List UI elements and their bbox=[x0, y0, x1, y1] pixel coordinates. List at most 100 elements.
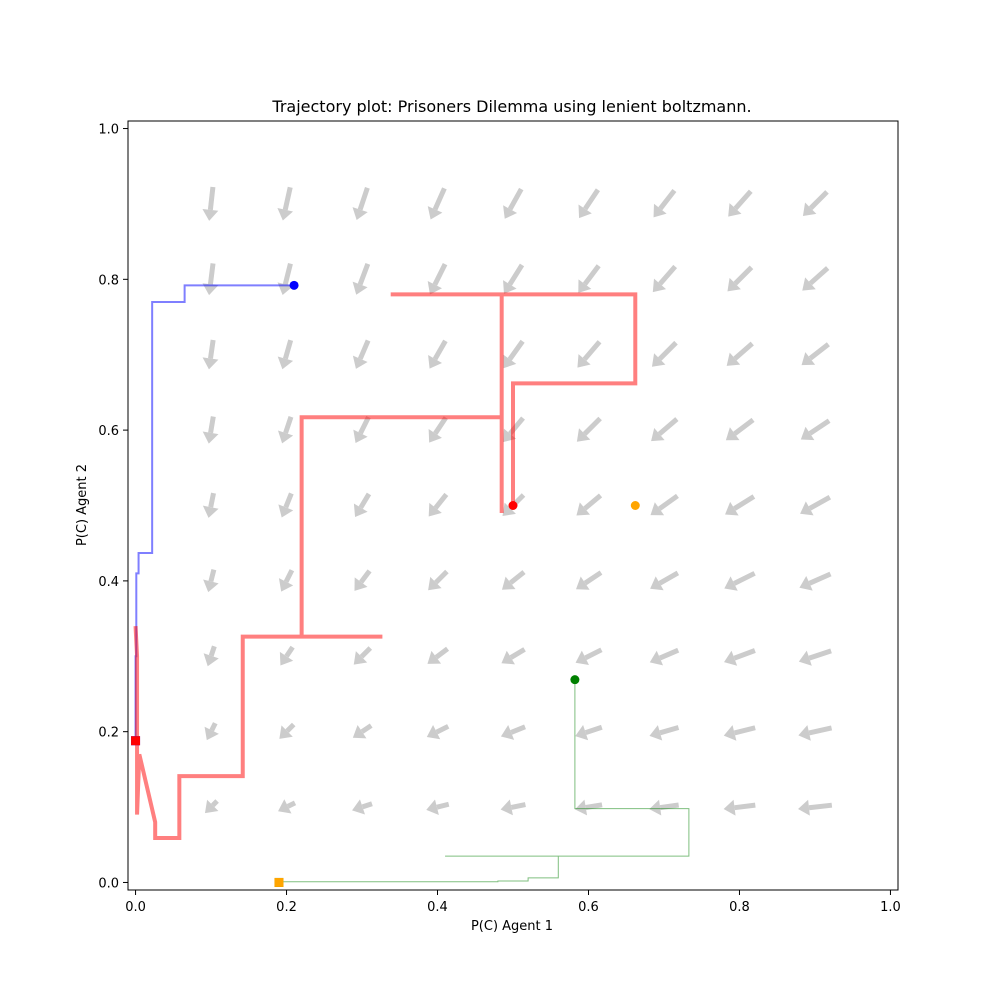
vector-arrow-shaft bbox=[286, 800, 297, 809]
vector-arrow-head bbox=[426, 799, 439, 815]
vector-arrow-shaft bbox=[283, 416, 294, 434]
vector-arrow-head bbox=[426, 724, 441, 740]
vector-arrow-head bbox=[725, 501, 739, 516]
vector-arrow-head bbox=[428, 502, 442, 517]
vector-arrow-head bbox=[427, 281, 443, 295]
vector-arrow-head bbox=[427, 206, 443, 220]
vector-arrow-shaft bbox=[808, 571, 832, 586]
vector-arrow-head bbox=[576, 428, 591, 442]
vector-arrow-shaft bbox=[208, 416, 216, 434]
vector-arrow-head bbox=[278, 504, 294, 518]
trajectory-start-marker bbox=[508, 501, 518, 510]
x-tick-label: 1.0 bbox=[880, 900, 901, 915]
x-axis-label: P(C) Agent 1 bbox=[471, 919, 553, 934]
vector-arrow-head bbox=[277, 356, 294, 370]
vector-arrow-head bbox=[500, 799, 513, 816]
vector-arrow-head bbox=[502, 502, 516, 517]
vector-arrow-shaft bbox=[207, 263, 216, 285]
vector-arrow-head bbox=[202, 357, 219, 370]
vector-arrow-shaft bbox=[658, 188, 677, 211]
vector-arrow-shaft bbox=[285, 722, 296, 733]
vector-arrow-shaft bbox=[208, 339, 216, 359]
vector-arrow-shaft bbox=[808, 266, 830, 286]
vector-arrow-head bbox=[352, 281, 368, 295]
vector-arrow-head bbox=[202, 431, 219, 444]
vector-arrow-head bbox=[575, 725, 589, 741]
trajectory-start-marker bbox=[630, 501, 640, 510]
vector-arrow-shaft bbox=[733, 341, 754, 361]
vector-arrow-shaft bbox=[657, 340, 678, 361]
vector-arrow-shaft bbox=[659, 725, 680, 736]
vector-arrow-head bbox=[801, 352, 816, 366]
trajectory-start-marker bbox=[570, 675, 580, 685]
vector-arrow-shaft bbox=[584, 647, 603, 661]
vector-arrow-shaft bbox=[509, 647, 526, 660]
vector-arrow-shaft bbox=[209, 722, 218, 732]
vector-arrow-head bbox=[799, 576, 813, 591]
vector-arrow-head bbox=[354, 577, 368, 591]
vector-arrow-shaft bbox=[808, 190, 829, 210]
vector-arrow-head bbox=[726, 352, 741, 366]
trajectory-start-marker bbox=[289, 280, 299, 290]
vector-arrow-head bbox=[427, 650, 442, 664]
vector-arrow-head bbox=[503, 205, 518, 219]
vector-arrow-shaft bbox=[357, 263, 371, 286]
vector-arrow-head bbox=[649, 799, 662, 816]
y-tick-label: 0.8 bbox=[98, 273, 119, 288]
vector-arrow-shaft bbox=[361, 801, 373, 810]
vector-arrow-shaft bbox=[583, 188, 601, 211]
vector-arrow-shaft bbox=[808, 802, 833, 811]
x-tick-label: 0.8 bbox=[729, 900, 750, 915]
vector-arrow-head bbox=[725, 427, 740, 441]
vector-arrow-shaft bbox=[658, 647, 680, 661]
y-tick-label: 0.2 bbox=[98, 726, 119, 741]
vector-arrow-shaft bbox=[436, 801, 450, 810]
vector-arrow-head bbox=[500, 724, 515, 740]
vector-arrow-head bbox=[651, 353, 666, 367]
vector-arrow-head bbox=[802, 277, 816, 291]
vector-arrow-head bbox=[202, 505, 219, 518]
vector-arrow-shaft bbox=[583, 570, 603, 586]
vector-arrow-head bbox=[279, 725, 293, 739]
y-tick-label: 0.4 bbox=[98, 575, 119, 590]
vector-arrow-head bbox=[428, 429, 442, 443]
vector-arrow-head bbox=[798, 725, 811, 741]
vector-arrow-shaft bbox=[734, 802, 756, 811]
vector-arrow-shaft bbox=[658, 493, 679, 511]
vector-arrow-head bbox=[501, 650, 515, 665]
vector-arrow-shaft bbox=[733, 725, 756, 736]
vector-arrow-head bbox=[352, 355, 368, 369]
vector-arrow-shaft bbox=[360, 723, 373, 734]
vector-arrow-head bbox=[649, 650, 664, 666]
vector-arrow-head bbox=[204, 726, 219, 741]
vector-arrow-shaft bbox=[359, 646, 373, 659]
vector-arrow-shaft bbox=[208, 645, 217, 657]
x-tick-label: 0.6 bbox=[578, 900, 599, 915]
vector-arrow-head bbox=[724, 650, 738, 666]
vector-arrow-head bbox=[574, 799, 588, 816]
vector-arrow-shaft bbox=[584, 724, 603, 736]
vector-arrow-shaft bbox=[510, 724, 526, 735]
vector-arrow-shaft bbox=[657, 417, 679, 436]
vector-arrow-shaft bbox=[808, 342, 830, 361]
vector-arrow-shaft bbox=[283, 339, 294, 360]
chart-title: Trajectory plot: Prisoners Dilemma using… bbox=[271, 97, 751, 116]
vector-arrow-shaft bbox=[659, 802, 680, 811]
x-tick-label: 0.2 bbox=[276, 900, 297, 915]
vector-field bbox=[202, 186, 833, 816]
vector-arrow-shaft bbox=[733, 265, 754, 286]
vector-arrow-shaft bbox=[359, 569, 372, 584]
vector-arrow-head bbox=[577, 354, 591, 368]
vector-arrow-head bbox=[800, 426, 815, 441]
y-tick-label: 0.0 bbox=[98, 876, 119, 891]
vector-arrow-head bbox=[576, 502, 591, 516]
vector-arrow-shaft bbox=[658, 264, 678, 286]
vector-arrow-shaft bbox=[658, 570, 680, 586]
vector-arrow-head bbox=[575, 576, 590, 590]
vector-arrow-head bbox=[728, 203, 742, 217]
vector-arrow-head bbox=[798, 799, 810, 816]
vector-arrow-head bbox=[353, 503, 368, 518]
vector-arrow-head bbox=[353, 429, 368, 444]
vector-arrow-head bbox=[798, 650, 812, 666]
vector-arrow-head bbox=[428, 576, 442, 591]
